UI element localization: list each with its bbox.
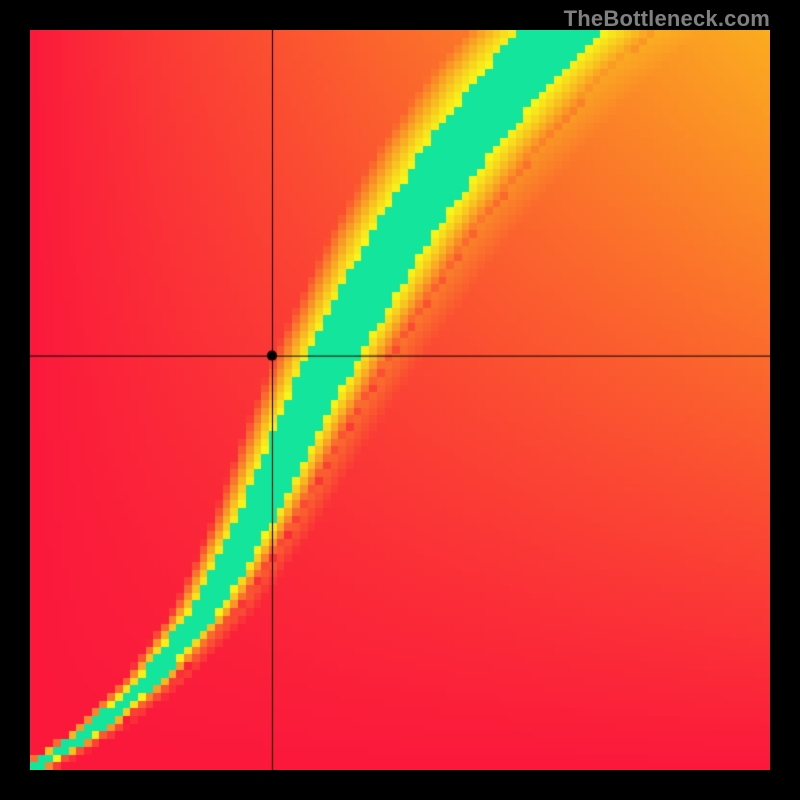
bottleneck-heatmap bbox=[30, 30, 770, 770]
chart-container: { "watermark": "TheBottleneck.com", "cha… bbox=[0, 0, 800, 800]
watermark-text: TheBottleneck.com bbox=[564, 6, 770, 32]
